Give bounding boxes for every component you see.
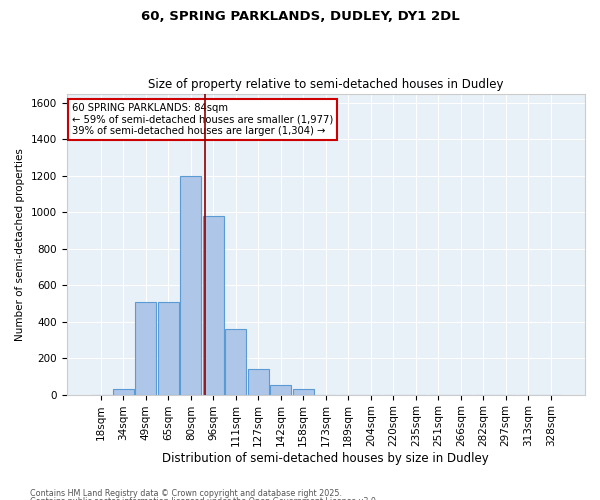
Bar (113, 389, 134, 394)
Text: 60 SPRING PARKLANDS: 84sqm
← 59% of semi-detached houses are smaller (1,977)
39%: 60 SPRING PARKLANDS: 84sqm ← 59% of semi… (72, 102, 333, 136)
Bar (248, 369, 269, 394)
Bar (135, 302, 157, 394)
Bar (270, 386, 292, 394)
X-axis label: Distribution of semi-detached houses by size in Dudley: Distribution of semi-detached houses by … (163, 452, 489, 465)
Bar (293, 389, 314, 394)
Title: Size of property relative to semi-detached houses in Dudley: Size of property relative to semi-detach… (148, 78, 503, 91)
Bar (180, 176, 202, 394)
Y-axis label: Number of semi-detached properties: Number of semi-detached properties (15, 148, 25, 340)
Bar (203, 216, 224, 394)
Bar (225, 329, 247, 394)
Text: 60, SPRING PARKLANDS, DUDLEY, DY1 2DL: 60, SPRING PARKLANDS, DUDLEY, DY1 2DL (140, 10, 460, 23)
Bar (158, 302, 179, 394)
Text: Contains public sector information licensed under the Open Government Licence v3: Contains public sector information licen… (30, 498, 379, 500)
Text: Contains HM Land Registry data © Crown copyright and database right 2025.: Contains HM Land Registry data © Crown c… (30, 488, 342, 498)
